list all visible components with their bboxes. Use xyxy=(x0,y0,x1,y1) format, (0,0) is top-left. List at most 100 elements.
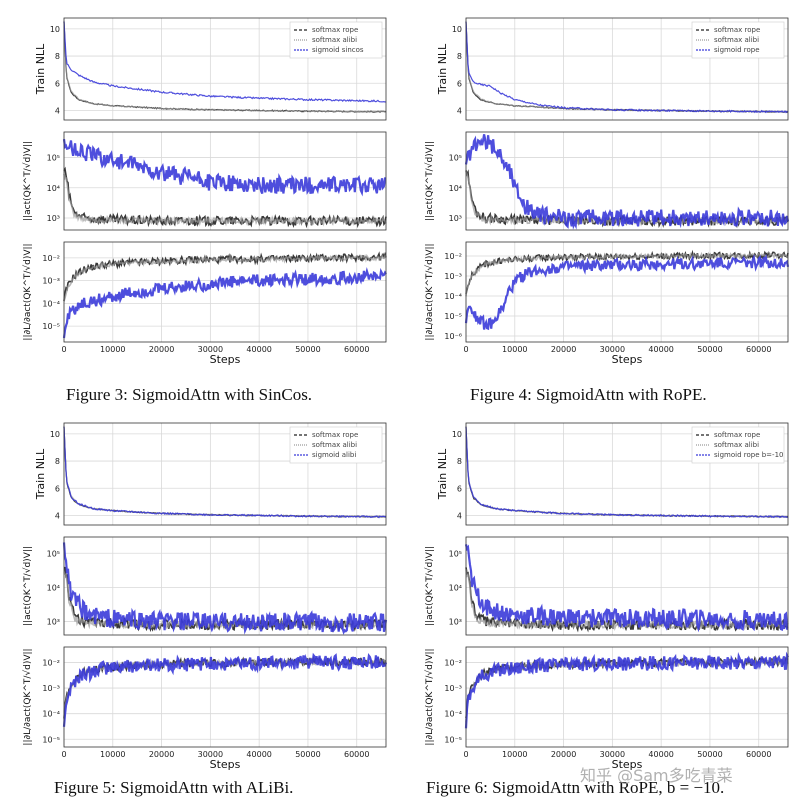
plot-frame xyxy=(465,536,789,636)
y-tick-label: 10⁴ xyxy=(449,583,462,592)
y-tick-label: 10⁻⁴ xyxy=(42,299,60,308)
legend-box xyxy=(289,21,383,59)
legend-box xyxy=(289,426,383,464)
series-line-sigmoid-alibi xyxy=(62,542,388,635)
series-line-sigmoid-alibi xyxy=(62,652,388,727)
x-tick-label: 40000 xyxy=(648,345,673,354)
y-tick-label: 10⁻⁵ xyxy=(444,735,462,744)
y-tick-label: 8 xyxy=(457,457,462,466)
x-axis-label: Steps xyxy=(612,758,643,771)
y-tick-label: 10⁻⁵ xyxy=(42,735,60,744)
y-tick-label: 6 xyxy=(55,484,60,493)
y-tick-label: 4 xyxy=(457,511,462,520)
legend-entry: softmax rope xyxy=(714,431,760,439)
y-tick-label: 10⁻² xyxy=(42,254,60,263)
legend-entry: sigmoid sincos xyxy=(312,46,364,54)
y-tick-label: 10⁴ xyxy=(47,583,60,592)
figure-5-caption: Figure 5: SigmoidAttn with ALiBi. xyxy=(54,778,294,797)
y-tick-label: 10⁻³ xyxy=(42,684,60,693)
x-tick-label: 60000 xyxy=(344,345,369,354)
figure-5: 4 6 8 10 Train NLL softmax rope softmax alibi s… xyxy=(0,405,400,777)
legend-entry: softmax rope xyxy=(312,431,358,439)
y-tick-label: 10⁻⁴ xyxy=(444,292,462,301)
series-line-sigmoid-rope-b-10 xyxy=(464,651,789,729)
x-axis-label: Steps xyxy=(612,353,643,366)
legend-entry: softmax alibi xyxy=(312,36,357,44)
y-tick-label: 10⁻⁵ xyxy=(444,312,462,321)
y-tick-label: 10³ xyxy=(47,214,60,223)
figure-6-caption: Figure 6: SigmoidAttn with RoPE, b = −10… xyxy=(426,778,725,797)
plot-frame xyxy=(63,241,387,343)
series-line-softmax-alibi xyxy=(63,21,387,113)
figure-4-caption: Figure 4: SigmoidAttn with RoPE. xyxy=(470,385,707,404)
y-tick-label: 10⁻² xyxy=(42,658,60,667)
figure-4: 4 6 8 10 Train NLL softmax rope softmax alibi s… xyxy=(402,0,802,372)
series-line-sigmoid-rope xyxy=(465,21,789,114)
y-axis-label: ||act(QK^T/√d)V|| xyxy=(424,546,435,626)
panel-2: 10³ 10⁴ 10⁵ ||act(QK^T/√d)V|| xyxy=(424,536,789,636)
legend-box xyxy=(691,426,785,464)
series-line-softmax-alibi xyxy=(63,253,387,302)
panel-2: 10³ 10⁴ 10⁵ ||act(QK^T/√d)V|| xyxy=(424,131,790,231)
y-tick-label: 10⁻⁴ xyxy=(444,710,462,719)
x-tick-label: 20000 xyxy=(551,345,576,354)
y-axis-label: Train NLL xyxy=(34,43,47,95)
x-tick-label: 60000 xyxy=(746,345,771,354)
y-tick-label: 10³ xyxy=(449,617,462,626)
x-tick-label: 0 xyxy=(61,750,66,759)
x-tick-label: 60000 xyxy=(746,750,771,759)
legend-entry: softmax alibi xyxy=(714,36,759,44)
x-tick-label: 50000 xyxy=(697,750,722,759)
x-tick-label: 10000 xyxy=(100,345,125,354)
y-tick-label: 10 xyxy=(452,430,462,439)
y-tick-label: 10⁵ xyxy=(47,154,60,163)
legend-entry: softmax alibi xyxy=(714,441,759,449)
legend-entry: sigmoid alibi xyxy=(312,451,356,459)
x-tick-label: 50000 xyxy=(295,750,320,759)
plot-frame xyxy=(63,422,387,526)
x-tick-label: 0 xyxy=(463,345,468,354)
x-tick-label: 0 xyxy=(61,345,66,354)
legend: softmax rope softmax alibi sigmoid alibi xyxy=(289,426,383,464)
y-tick-label: 10⁵ xyxy=(449,154,462,163)
x-tick-label: 50000 xyxy=(697,345,722,354)
figure-6: 4 6 8 10 Train NLL softmax rope softmax alibi s… xyxy=(402,405,802,777)
figure-3-caption: Figure 3: SigmoidAttn with SinCos. xyxy=(66,385,313,404)
x-tick-label: 10000 xyxy=(502,345,527,354)
y-tick-label: 10⁻⁶ xyxy=(444,332,462,341)
y-tick-label: 8 xyxy=(55,457,60,466)
y-tick-label: 10⁻³ xyxy=(444,272,462,281)
plot-frame xyxy=(465,646,789,748)
y-tick-label: 6 xyxy=(55,79,60,88)
x-tick-label: 40000 xyxy=(648,750,673,759)
y-tick-label: 8 xyxy=(55,52,60,61)
y-tick-label: 8 xyxy=(457,52,462,61)
series-line-sigmoid-rope xyxy=(464,134,790,230)
y-axis-label: ||act(QK^T/√d)V|| xyxy=(424,141,435,221)
y-tick-label: 4 xyxy=(55,511,60,520)
x-axis-label: Steps xyxy=(210,758,241,771)
x-tick-label: 10000 xyxy=(100,750,125,759)
y-tick-label: 10³ xyxy=(47,617,60,626)
x-tick-label: 40000 xyxy=(246,750,271,759)
figure-3: 4 6 8 10 Train NLL softmax rope softmax alibi s… xyxy=(0,0,400,372)
y-tick-label: 10 xyxy=(452,25,462,34)
series-line-sigmoid-sincos xyxy=(63,21,387,103)
y-tick-label: 4 xyxy=(457,106,462,115)
y-tick-label: 10⁵ xyxy=(47,549,60,558)
x-axis-label: Steps xyxy=(210,353,241,366)
legend-entry: softmax rope xyxy=(714,26,760,34)
series-line-softmax-alibi xyxy=(63,173,387,227)
plot-frame xyxy=(63,646,387,748)
plot-frame xyxy=(465,131,789,231)
legend: softmax rope softmax alibi sigmoid sincos xyxy=(289,21,383,59)
legend-entry: softmax rope xyxy=(312,26,358,34)
y-tick-label: 10 xyxy=(50,430,60,439)
y-tick-label: 10⁻⁴ xyxy=(42,710,60,719)
